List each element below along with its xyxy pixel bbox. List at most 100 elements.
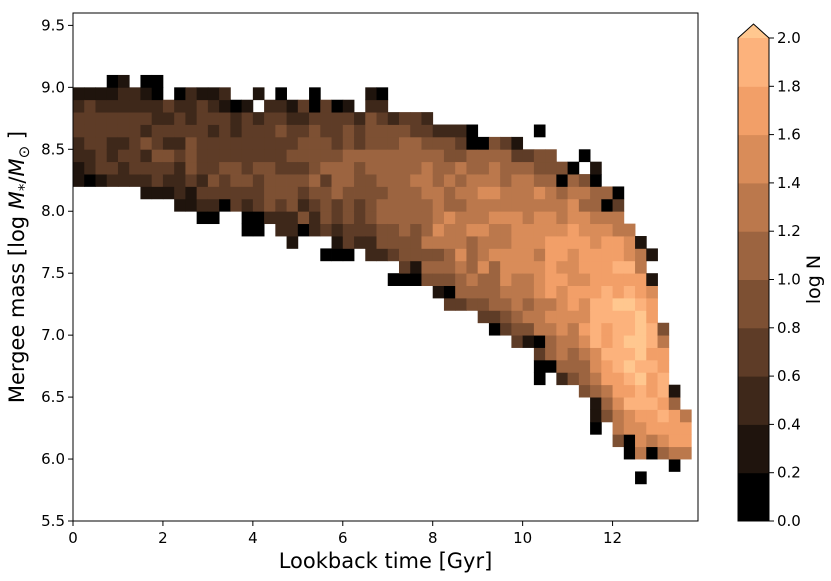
heatmap-cell — [297, 99, 310, 113]
heatmap-cell — [590, 223, 602, 237]
y-axis-label-star: * — [15, 183, 33, 191]
heatmap-cell — [590, 310, 602, 324]
heatmap-cell — [668, 421, 681, 435]
heatmap-cell — [151, 186, 164, 200]
heatmap-cell — [185, 112, 198, 125]
heatmap-cell — [590, 260, 602, 274]
heatmap-cell — [646, 446, 658, 460]
heatmap-cell — [511, 248, 524, 262]
heatmap-cell — [275, 186, 287, 200]
y-axis-label-suffix: ] — [5, 131, 29, 146]
heatmap-cell — [601, 285, 613, 299]
y-tick-label: 7.5 — [41, 264, 65, 282]
heatmap-cell — [95, 87, 108, 101]
heatmap-cell — [590, 359, 602, 373]
heatmap-cell — [73, 136, 85, 150]
heatmap-cell — [522, 297, 535, 311]
heatmap-cell — [252, 211, 265, 225]
heatmap-cell — [556, 335, 568, 348]
heatmap-cell — [252, 87, 265, 101]
heatmap-cell — [309, 186, 321, 200]
heatmap-cell — [140, 136, 153, 150]
heatmap-cell — [162, 161, 175, 175]
heatmap-cell — [331, 248, 344, 262]
heatmap-cell — [488, 236, 501, 249]
heatmap-cell — [511, 161, 524, 175]
heatmap-cell — [466, 161, 479, 175]
heatmap-cell — [151, 174, 164, 187]
heatmap-cell — [657, 359, 670, 373]
heatmap-cell — [320, 186, 332, 200]
heatmap-cell — [275, 161, 287, 175]
heatmap-cell — [297, 161, 310, 175]
colorbar-segment — [738, 231, 769, 280]
heatmap-cell — [488, 211, 501, 225]
heatmap-cell — [140, 74, 153, 88]
heatmap-cell — [533, 335, 546, 348]
colorbar-tick-label: 0.8 — [777, 319, 801, 337]
heatmap-cell — [601, 322, 613, 336]
heatmap-cell — [477, 310, 490, 324]
heatmap-cell — [590, 174, 602, 187]
heatmap-cell — [443, 149, 456, 163]
heatmap-cell — [443, 186, 456, 200]
heatmap-cell — [286, 149, 299, 163]
heatmap-cell — [511, 174, 524, 187]
heatmap-cell — [421, 112, 434, 125]
heatmap-cell — [511, 335, 524, 348]
heatmap-cell — [500, 198, 512, 212]
x-tick-label: 8 — [428, 529, 438, 547]
heatmap-cell — [612, 223, 625, 237]
heatmap-cell — [342, 174, 355, 187]
heatmap-cell — [635, 273, 647, 286]
heatmap-cell — [657, 347, 670, 361]
heatmap-cell — [196, 112, 209, 125]
heatmap-cell — [567, 260, 580, 274]
heatmap-cell — [466, 285, 479, 299]
heatmap-cell — [466, 260, 479, 274]
heatmap-cell — [511, 186, 524, 200]
heatmap-cell — [331, 211, 344, 225]
heatmap-cell — [432, 273, 445, 286]
heatmap-cell — [635, 434, 647, 448]
heatmap-cell — [117, 99, 130, 113]
heatmap-cell — [601, 397, 613, 410]
heatmap-cell — [500, 236, 512, 249]
heatmap-cell — [612, 372, 625, 386]
heatmap-cell — [522, 236, 535, 249]
heatmap-cell — [545, 347, 557, 361]
heatmap-cell — [488, 322, 501, 336]
heatmap-cell — [455, 149, 467, 163]
heatmap-cell — [646, 310, 658, 324]
heatmap-cell — [421, 186, 434, 200]
heatmap-cell — [488, 248, 501, 262]
heatmap-cell — [477, 186, 490, 200]
heatmap-cell — [623, 322, 636, 336]
colorbar-tick-label: 1.0 — [777, 271, 801, 289]
heatmap-cell — [129, 99, 141, 113]
heatmap-cell — [455, 124, 467, 138]
heatmap-cell — [601, 384, 613, 398]
heatmap-cell — [117, 112, 130, 125]
heatmap-cell — [398, 260, 411, 274]
heatmap-cell — [567, 310, 580, 324]
heatmap-cell — [590, 273, 602, 286]
heatmap-cell — [601, 223, 613, 237]
heatmap-cell — [556, 310, 568, 324]
heatmap-cell — [601, 335, 613, 348]
heatmap-cell — [230, 174, 243, 187]
heatmap-cell — [646, 397, 658, 410]
heatmap-cell — [264, 198, 276, 212]
colorbar-segment — [738, 38, 769, 87]
heatmap-cell — [219, 124, 231, 138]
heatmap-cell — [680, 421, 692, 435]
heatmap-cell — [545, 285, 557, 299]
heatmap-cell — [623, 359, 636, 373]
colorbar: 0.0 0.2 0.4 0.6 0.8 1.0 1.2 1.4 1.6 1.8 2.0 — [737, 23, 801, 530]
heatmap-cell — [117, 161, 130, 175]
heatmap-cell — [376, 149, 389, 163]
heatmap-cell — [432, 198, 445, 212]
heatmap-cell — [219, 112, 231, 125]
heatmap-cell — [320, 136, 332, 150]
heatmap-cell — [556, 248, 568, 262]
